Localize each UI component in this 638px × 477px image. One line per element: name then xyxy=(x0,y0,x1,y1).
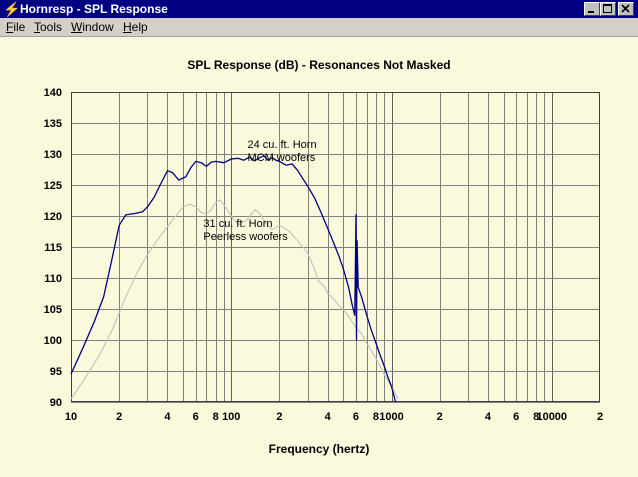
menu-window[interactable]: Window xyxy=(71,20,114,34)
x-tick-label: 8 xyxy=(373,411,379,423)
chart-title: SPL Response (dB) - Resonances Not Maske… xyxy=(187,58,451,72)
close-button[interactable] xyxy=(618,2,634,16)
maximize-icon xyxy=(603,4,612,13)
y-tick-label: 110 xyxy=(44,273,62,285)
menu-bar: File Tools Window Help xyxy=(0,18,638,37)
annotation-label: 24 cu. ft. Horn xyxy=(247,139,316,151)
window-title: Hornresp - SPL Response xyxy=(20,2,168,16)
x-tick-label: 4 xyxy=(164,411,171,423)
y-tick-label: 140 xyxy=(44,87,62,99)
y-tick-label: 95 xyxy=(50,366,62,378)
minimize-button[interactable] xyxy=(584,2,600,16)
x-axis-label: Frequency (hertz) xyxy=(268,442,370,456)
x-tick-label: 10000 xyxy=(536,411,567,423)
maximize-button[interactable] xyxy=(600,2,616,16)
x-tick-label: 2 xyxy=(116,411,122,423)
y-tick-label: 115 xyxy=(44,242,62,254)
x-tick-label: 4 xyxy=(485,411,492,423)
series-line-2 xyxy=(70,199,399,400)
x-tick-label: 6 xyxy=(353,411,359,423)
x-tick-label: 2 xyxy=(437,411,443,423)
close-icon xyxy=(621,4,630,13)
x-tick-label: 6 xyxy=(513,411,519,423)
x-tick-label: 6 xyxy=(193,411,199,423)
x-tick-label: 1000 xyxy=(379,411,403,423)
series-line-1 xyxy=(70,155,397,403)
y-tick-label: 135 xyxy=(44,118,62,130)
y-tick-label: 125 xyxy=(44,180,62,192)
title-bar: ⚡ Hornresp - SPL Response xyxy=(0,0,638,18)
x-tick-label: 8 xyxy=(213,411,219,423)
y-tick-label: 90 xyxy=(50,397,62,409)
menu-file[interactable]: File xyxy=(6,20,26,34)
plot-frame xyxy=(71,92,600,402)
x-tick-label: 100 xyxy=(222,411,240,423)
annotation-label: Peerless woofers xyxy=(203,231,288,243)
y-tick-label: 100 xyxy=(44,335,62,347)
x-tick-label: 2 xyxy=(597,411,603,423)
minimize-icon xyxy=(588,11,594,13)
annotation-label: 31 cu. ft. Horn xyxy=(203,218,272,230)
y-tick-label: 120 xyxy=(44,211,62,223)
menu-help[interactable]: Help xyxy=(123,20,148,34)
x-tick-label: 4 xyxy=(325,411,332,423)
annotation-label: MCM woofers xyxy=(247,152,315,164)
lightning-app-icon: ⚡ xyxy=(3,1,21,17)
x-tick-label: 8 xyxy=(533,411,539,423)
x-tick-label: 2 xyxy=(276,411,282,423)
x-tick-label: 10 xyxy=(65,411,77,423)
y-tick-label: 130 xyxy=(44,149,62,161)
menu-tools[interactable]: Tools xyxy=(34,20,63,34)
plot-area: SPL Response (dB) - Resonances Not Maske… xyxy=(0,37,638,477)
y-tick-label: 105 xyxy=(44,304,62,316)
